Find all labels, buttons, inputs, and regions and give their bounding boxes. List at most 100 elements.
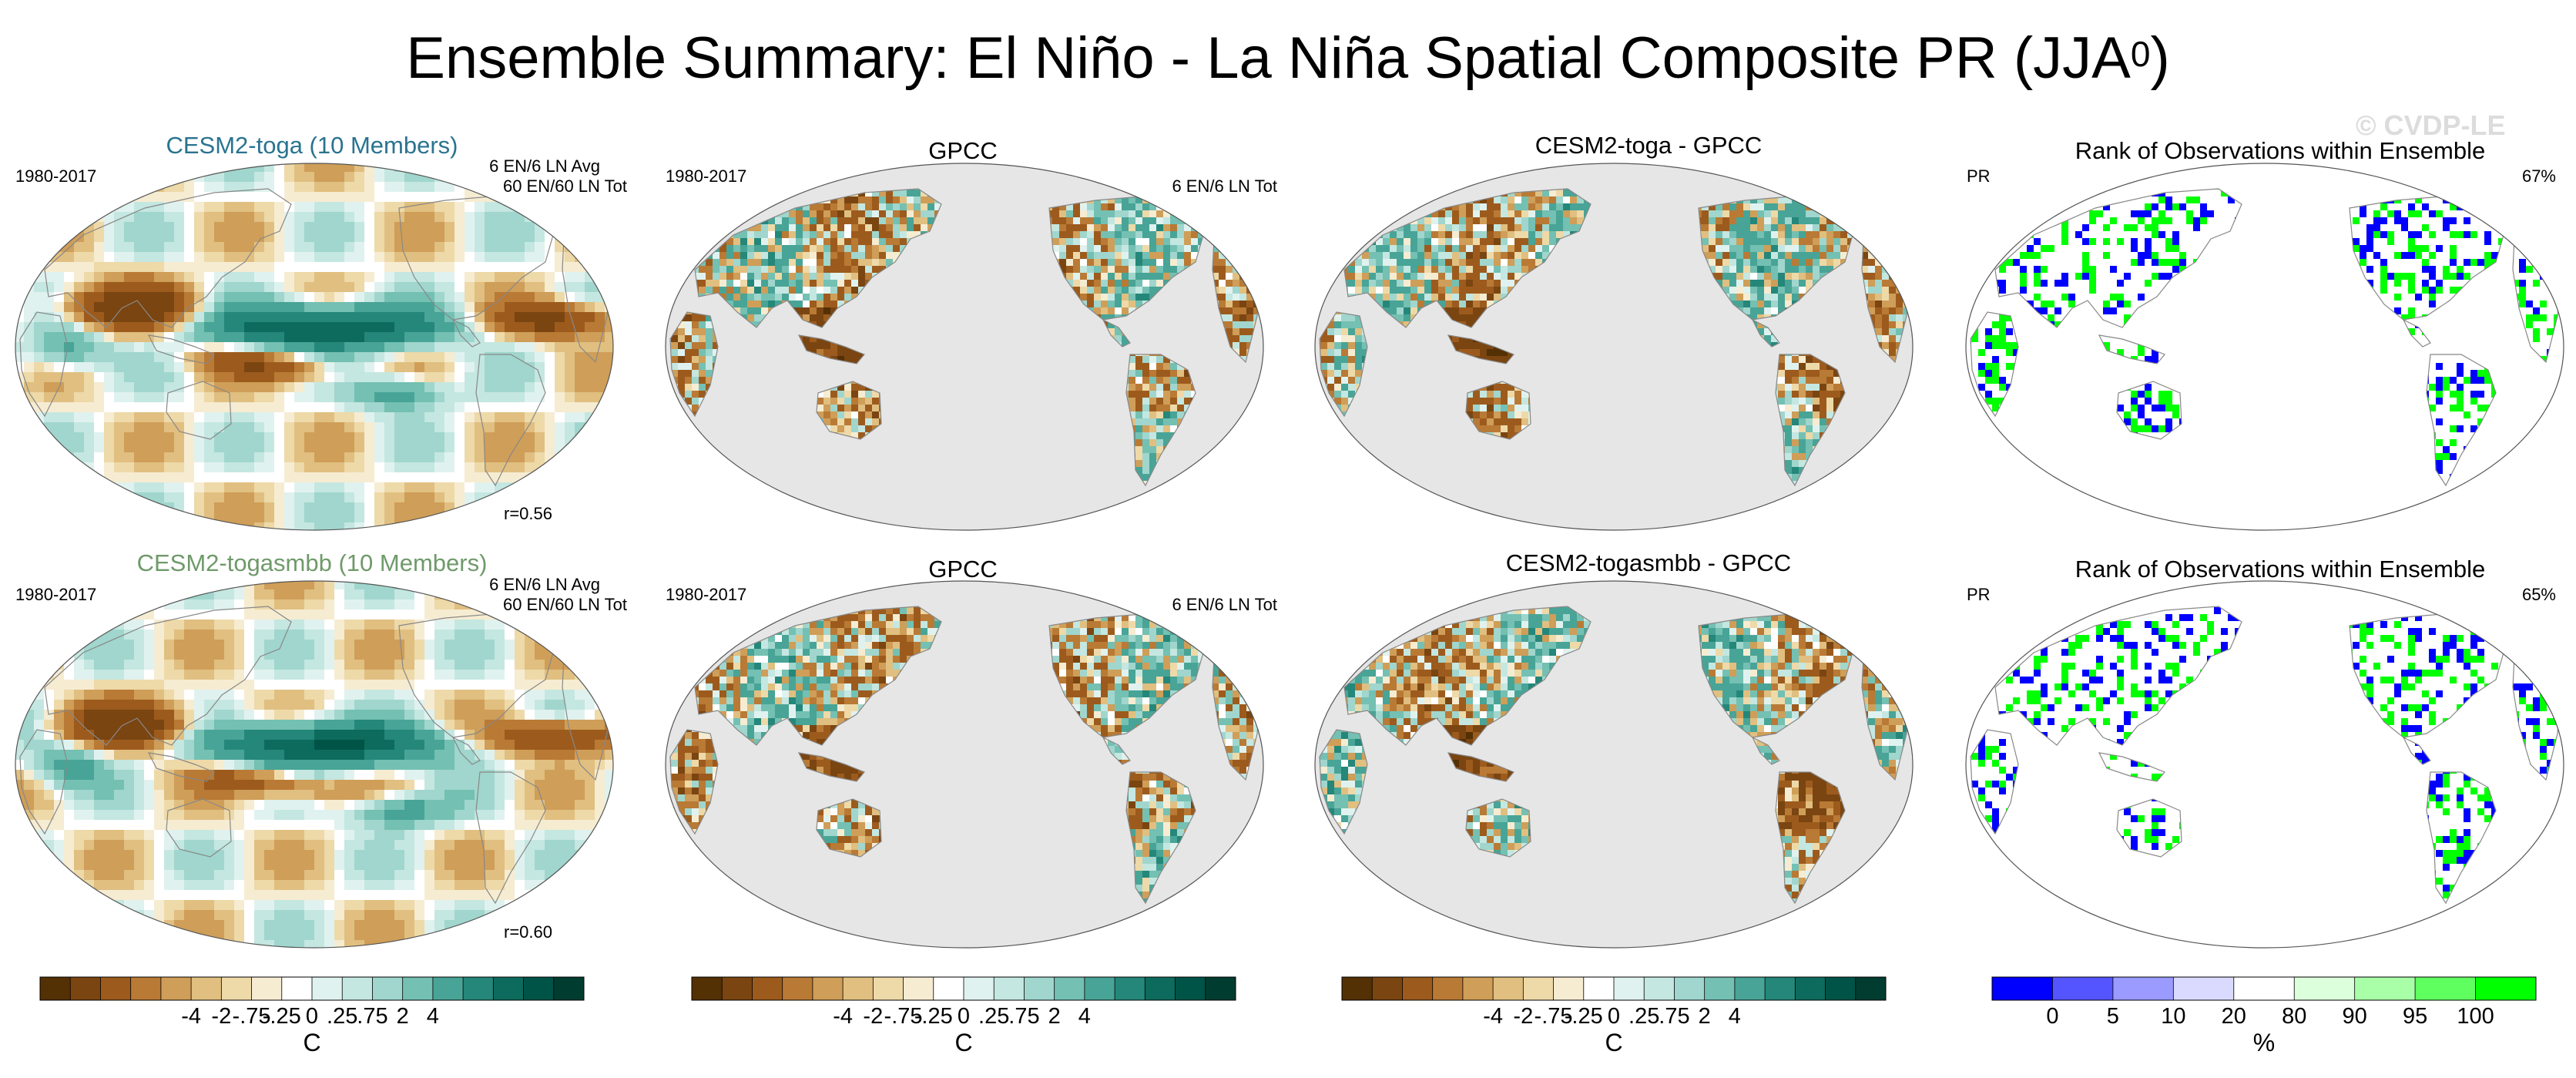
colorbar-tick-label: -4: [1483, 1003, 1503, 1029]
colorbar-swatch: [2354, 977, 2416, 1000]
colorbar-swatch: [1342, 977, 1373, 1000]
period-label: 1980-2017: [666, 585, 746, 605]
colorbar-tick-label: 4: [427, 1003, 439, 1029]
colorbar-tick-label: 0: [958, 1003, 970, 1029]
colorbar-rank: [1991, 976, 2537, 1001]
period-label: 1980-2017: [666, 166, 746, 186]
colorbar-tick-label: -2: [863, 1003, 883, 1029]
map-model-row2: [15, 580, 614, 949]
colorbar-model: [39, 976, 585, 1001]
colorbar-swatch: [1493, 977, 1524, 1000]
colorbar-tick-label: -4: [181, 1003, 201, 1029]
colorbar-swatch: [342, 977, 373, 1000]
panel-title-diff-row1: CESM2-toga - GPCC: [1379, 131, 1918, 160]
colorbar-swatch: [964, 977, 995, 1000]
percent-label: 65%: [2522, 585, 2556, 605]
colorbar-swatch: [1145, 977, 1176, 1000]
colorbar-swatch: [70, 977, 101, 1000]
correlation-label: r=0.56: [504, 504, 552, 524]
colorbar-swatch: [2233, 977, 2295, 1000]
colorbar-swatch: [493, 977, 524, 1000]
panel-title-model-row2: CESM2-togasmbb (10 Members): [62, 549, 562, 578]
colorbar-swatch: [553, 977, 585, 1000]
colorbar-swatch: [2052, 977, 2114, 1000]
colorbar-tick-label: 0: [2046, 1003, 2058, 1029]
colorbar-tick-label: 4: [1078, 1003, 1091, 1029]
colorbar-swatch: [281, 977, 313, 1000]
colorbar-unit-label: C: [1605, 1028, 1622, 1057]
colorbar-swatch: [722, 977, 753, 1000]
colorbar-swatch: [1084, 977, 1115, 1000]
colorbar-swatch: [873, 977, 904, 1000]
map-diff-row2: [1314, 580, 1914, 949]
colorbar-swatch: [994, 977, 1025, 1000]
colorbar-tick-label: 4: [1729, 1003, 1741, 1029]
counts-label: 6 EN/6 LN Tot: [1172, 176, 1277, 196]
colorbar-swatch: [1734, 977, 1766, 1000]
counts-label: 6 EN/6 LN Tot: [1172, 595, 1277, 615]
colorbar-tick-label: -.25: [914, 1003, 953, 1029]
period-label: 1980-2017: [15, 166, 96, 186]
colorbar-swatch: [1825, 977, 1857, 1000]
colorbar-swatch: [2475, 977, 2537, 1000]
colorbar-swatch: [903, 977, 934, 1000]
colorbar-swatch: [1054, 977, 1085, 1000]
panel-title-obs-row1: GPCC: [809, 136, 1117, 166]
colorbar-swatch: [402, 977, 434, 1000]
colorbar-tick-label: -.25: [1565, 1003, 1603, 1029]
correlation-label: r=0.60: [504, 922, 552, 942]
panel-title-model-row1: CESM2-toga (10 Members): [62, 131, 562, 160]
colorbar-tick-label: .25: [978, 1003, 1009, 1029]
colorbar-unit-label: %: [2253, 1028, 2275, 1057]
colorbar-diff: [1341, 976, 1887, 1001]
colorbar-swatch: [1205, 977, 1236, 1000]
panel-title-rank-row2: Rank of Observations within Ensemble: [1972, 555, 2576, 584]
colorbar-swatch: [692, 977, 723, 1000]
colorbar-swatch: [1614, 977, 1645, 1000]
colorbar-tick-label: 2: [397, 1003, 409, 1029]
counts-label: 6 EN/6 LN Avg: [489, 575, 600, 595]
colorbar-tick-label: 2: [1048, 1003, 1061, 1029]
map-obs-row2: [665, 580, 1264, 949]
colorbar-swatch: [40, 977, 71, 1000]
watermark: © CVDP-LE: [2356, 109, 2506, 142]
colorbar-unit-label: C: [954, 1028, 972, 1057]
colorbar-swatch: [1795, 977, 1826, 1000]
map-rank-row1: [1965, 163, 2564, 531]
colorbar-tick-label: -4: [833, 1003, 853, 1029]
colorbar-swatch: [843, 977, 874, 1000]
colorbar-swatch: [2415, 977, 2476, 1000]
colorbar-swatch: [432, 977, 464, 1000]
colorbar-swatch: [2173, 977, 2235, 1000]
colorbar-unit-label: C: [303, 1028, 320, 1057]
colorbar-swatch: [251, 977, 283, 1000]
period-label: 1980-2017: [15, 585, 96, 605]
colorbar-tick-label: -2: [1513, 1003, 1533, 1029]
colorbar-tick-label: .25: [327, 1003, 357, 1029]
colorbar-swatch: [782, 977, 813, 1000]
colorbar-swatch: [160, 977, 192, 1000]
colorbar-tick-label: 5: [2107, 1003, 2119, 1029]
colorbar-tick-label: -.75: [1535, 1003, 1573, 1029]
colorbar-tick-label: 100: [2457, 1003, 2494, 1029]
panel-title-obs-row2: GPCC: [809, 555, 1117, 584]
percent-label: 67%: [2522, 166, 2556, 186]
colorbar-tick-label: 95: [2403, 1003, 2427, 1029]
colorbar-swatch: [1115, 977, 1145, 1000]
colorbar-swatch: [1553, 977, 1585, 1000]
colorbar-tick-label: 90: [2343, 1003, 2367, 1029]
map-diff-row1: [1314, 163, 1914, 531]
map-rank-row2: [1965, 580, 2564, 949]
colorbar-swatch: [1704, 977, 1736, 1000]
colorbar-swatch: [933, 977, 964, 1000]
colorbar-tick-label: .75: [357, 1003, 387, 1029]
colorbar-tick-label: .25: [1628, 1003, 1659, 1029]
counts-label: 60 EN/60 LN Tot: [503, 176, 627, 196]
page-title: Ensemble Summary: El Niño - La Niña Spat…: [0, 22, 2576, 96]
colorbar-swatch: [100, 977, 132, 1000]
colorbar-swatch: [221, 977, 252, 1000]
colorbar-swatch: [1523, 977, 1554, 1000]
colorbar-tick-label: .75: [1659, 1003, 1689, 1029]
colorbar-swatch: [1432, 977, 1464, 1000]
counts-label: 6 EN/6 LN Avg: [489, 156, 600, 176]
